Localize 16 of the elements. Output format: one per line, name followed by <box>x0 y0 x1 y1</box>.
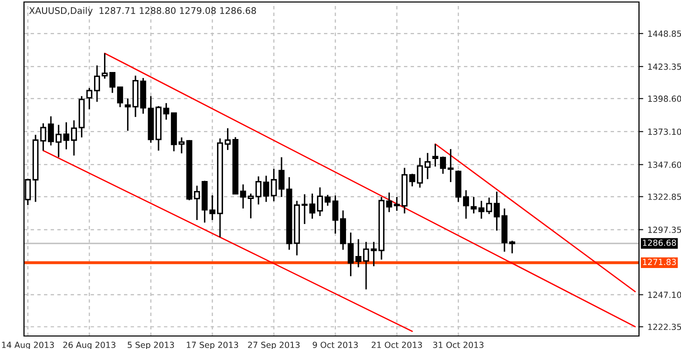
ref-line-label: 1286.68 <box>642 240 676 246</box>
y-tick-label: 1398.60 <box>648 96 681 102</box>
x-tick-label: 9 Oct 2013 <box>312 342 358 348</box>
y-tick-label: 1297.35 <box>648 226 681 233</box>
candlestick <box>470 196 477 214</box>
x-tick-label: 31 Oct 2013 <box>433 342 484 348</box>
y-tick-label: 1247.10 <box>648 292 681 298</box>
y-tick-label: 1423.35 <box>648 64 681 70</box>
ref-line-label: 1271.83 <box>642 258 676 266</box>
x-tick-label: 21 Oct 2013 <box>372 342 422 348</box>
y-tick-label: 1347.60 <box>648 162 681 168</box>
text: XAUUSD,Daily 1287.71 1288.80 1279.08 1286.68 <box>29 7 256 16</box>
y-tick-label: 1448.85 <box>648 30 681 37</box>
y-tick-label: 1373.10 <box>648 128 681 135</box>
y-tick-label: 1322.85 <box>648 194 681 200</box>
y-tick-label: 1222.35 <box>648 324 681 330</box>
